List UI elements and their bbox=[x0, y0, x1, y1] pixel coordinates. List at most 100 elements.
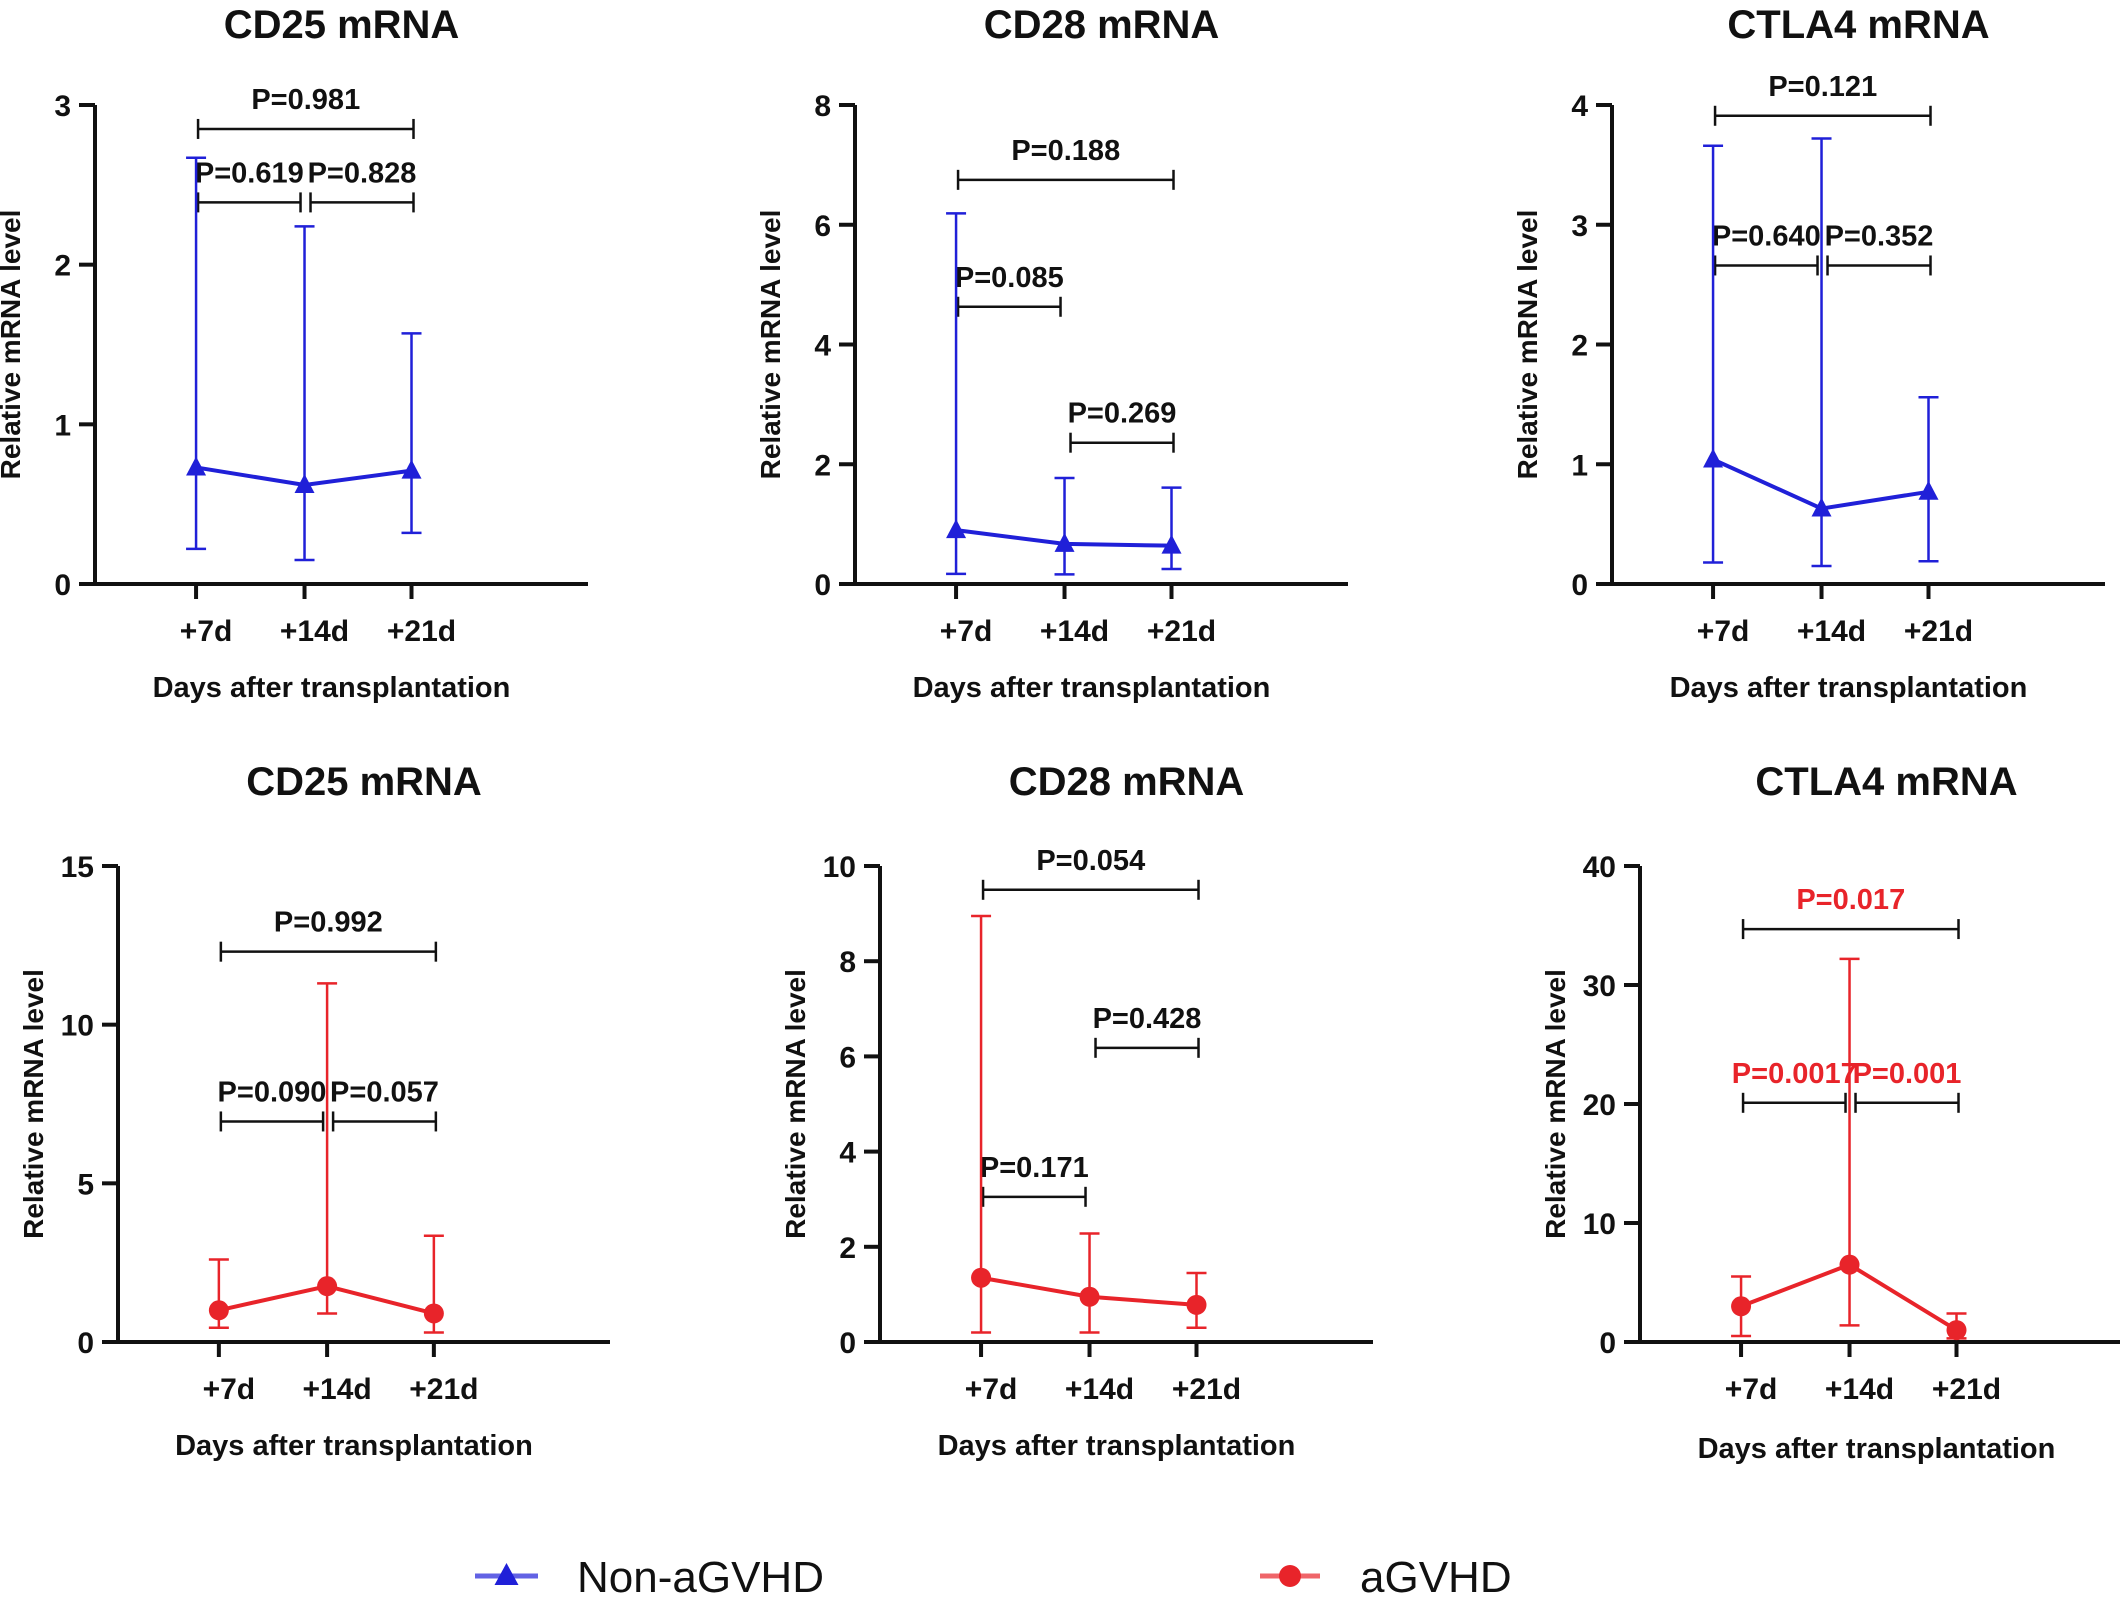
y-tick-label: 8 bbox=[814, 90, 831, 123]
circle-marker bbox=[1731, 1296, 1752, 1317]
y-axis-label: Relative mRNA level bbox=[1540, 969, 1571, 1239]
comparison-bracket: P=0.992 bbox=[219, 907, 438, 962]
circle-marker bbox=[317, 1276, 338, 1297]
data-series bbox=[971, 914, 1207, 1334]
y-tick-label: 0 bbox=[1571, 569, 1588, 602]
y-tick-label: 6 bbox=[814, 210, 831, 243]
y-tick-label: 20 bbox=[1583, 1089, 1616, 1122]
p-value-label: P=0.001 bbox=[1853, 1058, 1962, 1090]
x-tick-label: +21d bbox=[1904, 615, 1973, 648]
legend-label: Non-aGVHD bbox=[577, 1553, 824, 1602]
comparison-bracket: P=0.0017 bbox=[1732, 1058, 1857, 1113]
comparison-bracket: P=0.054 bbox=[981, 845, 1200, 900]
chart-panel-1: CD25 mRNA 0 1 2 3 +7d +14d +21d Days after trans… bbox=[0, 3, 588, 704]
x-tick-label: +14d bbox=[302, 1373, 371, 1406]
x-tick-label: +7d bbox=[1725, 1373, 1778, 1406]
data-series bbox=[208, 982, 444, 1334]
x-tick-label: +21d bbox=[409, 1373, 478, 1406]
chart-title: CTLA4 mRNA bbox=[1727, 3, 1989, 47]
p-value-label: P=0.828 bbox=[308, 157, 417, 189]
comparison-bracket: P=0.171 bbox=[980, 1152, 1089, 1207]
triangle-marker bbox=[1161, 534, 1182, 554]
p-value-label: P=0.171 bbox=[980, 1152, 1089, 1184]
p-value-label: P=0.017 bbox=[1796, 884, 1905, 916]
x-tick-label: +7d bbox=[180, 615, 233, 648]
chart-title: CD25 mRNA bbox=[246, 760, 482, 804]
y-tick-label: 0 bbox=[1599, 1327, 1616, 1360]
comparison-bracket: P=0.428 bbox=[1093, 1003, 1202, 1058]
comparison-bracket: P=0.352 bbox=[1825, 220, 1933, 276]
comparison-bracket: P=0.121 bbox=[1713, 71, 1932, 126]
y-tick-label: 4 bbox=[814, 330, 831, 363]
data-series bbox=[946, 212, 1182, 576]
y-tick-label: 5 bbox=[77, 1168, 94, 1201]
chart-panel-5: CD28 mRNA 0 2 4 6 8 10 +7d +14d +21d Days after tr… bbox=[780, 760, 1373, 1462]
x-tick-label: +21d bbox=[1172, 1373, 1241, 1406]
triangle-marker bbox=[294, 474, 315, 494]
y-tick-label: 0 bbox=[839, 1327, 856, 1360]
y-axis-label: Relative mRNA level bbox=[1512, 210, 1543, 480]
legend: Non-aGVHD aGVHD bbox=[475, 1553, 1512, 1602]
p-value-label: P=0.121 bbox=[1768, 71, 1877, 103]
circle-marker bbox=[971, 1267, 992, 1288]
x-tick-label: +21d bbox=[1147, 615, 1216, 648]
x-tick-label: +21d bbox=[1932, 1373, 2001, 1406]
y-tick-label: 30 bbox=[1583, 970, 1616, 1003]
y-tick-label: 0 bbox=[814, 569, 831, 602]
y-axis-label: Relative mRNA level bbox=[0, 210, 26, 480]
p-value-label: P=0.269 bbox=[1068, 398, 1177, 430]
y-tick-label: 10 bbox=[61, 1010, 94, 1043]
p-value-label: P=0.090 bbox=[218, 1076, 327, 1108]
y-tick-label: 10 bbox=[1583, 1208, 1616, 1241]
y-tick-label: 4 bbox=[839, 1137, 856, 1170]
x-tick-label: +14d bbox=[1065, 1373, 1134, 1406]
x-axis-label: Days after transplantation bbox=[175, 1430, 533, 1462]
y-tick-label: 2 bbox=[814, 449, 831, 482]
triangle-marker bbox=[1703, 448, 1724, 468]
p-value-label: P=0.085 bbox=[955, 262, 1064, 294]
comparison-bracket: P=0.828 bbox=[308, 157, 417, 213]
comparison-bracket: P=0.981 bbox=[196, 84, 415, 139]
data-series bbox=[1731, 957, 1967, 1341]
x-tick-label: +14d bbox=[280, 615, 349, 648]
x-axis-label: Days after transplantation bbox=[153, 672, 511, 704]
chart-title: CD25 mRNA bbox=[224, 3, 460, 47]
x-tick-label: +7d bbox=[940, 615, 993, 648]
y-tick-label: 8 bbox=[839, 946, 856, 979]
triangle-marker bbox=[946, 519, 967, 539]
circle-marker bbox=[1186, 1294, 1207, 1315]
y-tick-label: 4 bbox=[1571, 90, 1588, 123]
chart-title: CTLA4 mRNA bbox=[1755, 760, 2017, 804]
p-value-label: P=0.981 bbox=[251, 84, 360, 116]
comparison-bracket: P=0.090 bbox=[218, 1076, 327, 1132]
y-tick-label: 2 bbox=[54, 250, 71, 283]
circle-marker bbox=[1839, 1254, 1860, 1275]
circle-marker bbox=[1079, 1286, 1100, 1307]
y-tick-label: 6 bbox=[839, 1041, 856, 1074]
x-axis-label: Days after transplantation bbox=[938, 1430, 1296, 1462]
y-tick-label: 40 bbox=[1583, 851, 1616, 884]
chart-panel-4: CD25 mRNA 0 5 10 15 +7d +14d +21d Days after tra… bbox=[18, 760, 610, 1462]
y-tick-label: 2 bbox=[1571, 330, 1588, 363]
comparison-bracket: P=0.619 bbox=[195, 157, 304, 213]
chart-panel-2: CD28 mRNA 0 2 4 6 8 +7d +14d +21d Days after tran… bbox=[755, 3, 1348, 704]
comparison-bracket: P=0.001 bbox=[1853, 1058, 1962, 1113]
p-value-label: P=0.640 bbox=[1712, 220, 1821, 252]
y-tick-label: 1 bbox=[54, 409, 71, 442]
circle-marker bbox=[208, 1300, 229, 1321]
x-tick-label: +14d bbox=[1040, 615, 1109, 648]
p-value-label: P=0.188 bbox=[1011, 135, 1120, 167]
comparison-bracket: P=0.188 bbox=[956, 135, 1175, 190]
p-value-label: P=0.054 bbox=[1036, 845, 1145, 877]
p-value-label: P=0.428 bbox=[1093, 1003, 1202, 1035]
y-axis-label: Relative mRNA level bbox=[755, 210, 786, 480]
comparison-bracket: P=0.640 bbox=[1712, 220, 1821, 276]
legend-triangle-icon bbox=[494, 1563, 519, 1585]
x-tick-label: +21d bbox=[387, 615, 456, 648]
comparison-bracket: P=0.017 bbox=[1741, 884, 1960, 940]
y-tick-label: 0 bbox=[54, 569, 71, 602]
x-tick-label: +14d bbox=[1825, 1373, 1894, 1406]
p-value-label: P=0.619 bbox=[195, 157, 304, 189]
y-tick-label: 0 bbox=[77, 1327, 94, 1360]
